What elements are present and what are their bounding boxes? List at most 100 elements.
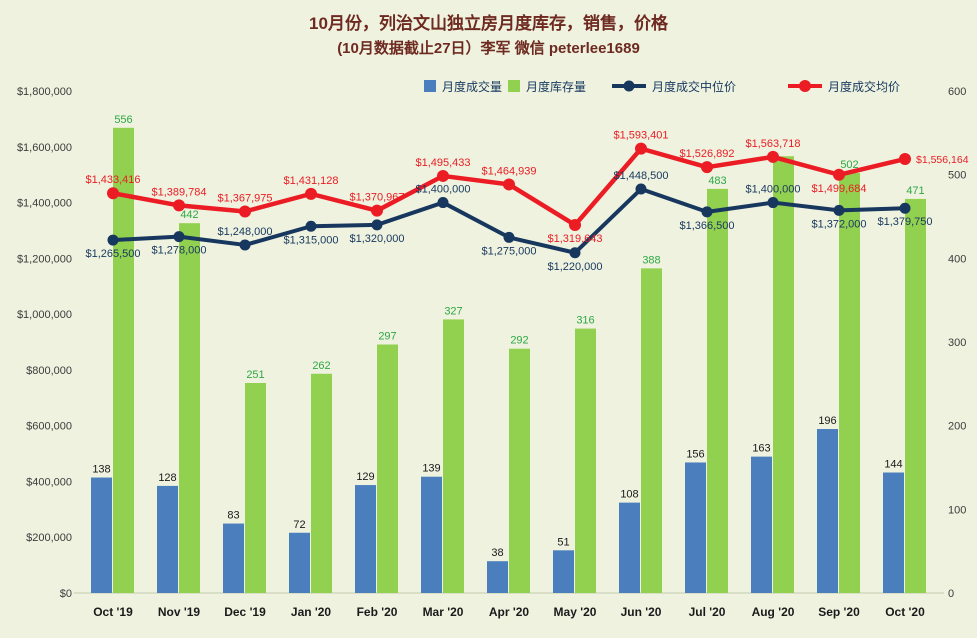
inventory-bar — [245, 382, 266, 593]
x-tick: Jul '20 — [689, 605, 726, 619]
average-price-label: $1,464,939 — [481, 165, 536, 177]
average-price-marker — [503, 178, 515, 191]
average-price-marker — [371, 204, 383, 217]
sales-bar — [817, 429, 838, 593]
inventory-bar-label: 262 — [312, 360, 330, 372]
sales-bar-label: 163 — [752, 443, 770, 455]
chart-subtitle: (10月数据截止27日）李军 微信 peterlee1689 — [337, 40, 640, 57]
sales-bar-label: 72 — [293, 519, 305, 531]
x-tick: Aug '20 — [752, 605, 795, 619]
average-price-marker — [767, 150, 779, 163]
y-right-tick: 100 — [948, 504, 966, 516]
sales-bar — [157, 485, 178, 593]
sales-bar-label: 196 — [818, 415, 836, 427]
y-left-tick: $1,600,000 — [17, 142, 72, 154]
average-price-marker — [173, 199, 185, 212]
inventory-bar — [113, 127, 134, 594]
median-price-marker — [503, 231, 515, 243]
inventory-bar — [773, 156, 794, 593]
inventory-bar — [377, 344, 398, 593]
legend-marker-median — [623, 80, 635, 92]
sales-bar — [91, 477, 112, 593]
sales-bar — [685, 462, 706, 593]
sales-bar-label: 108 — [620, 489, 638, 501]
sales-bar-label: 38 — [491, 547, 503, 559]
x-tick: May '20 — [554, 605, 597, 619]
inventory-bar-label: 556 — [114, 114, 132, 126]
legend-label-median: 月度成交中位价 — [652, 79, 736, 94]
median-price-marker — [437, 197, 449, 209]
median-price-marker — [173, 231, 185, 243]
y-right-tick: 600 — [948, 86, 966, 98]
median-price-marker — [701, 206, 713, 218]
sales-bar-label: 156 — [686, 448, 704, 460]
inventory-bar — [443, 319, 464, 593]
sales-bar — [619, 502, 640, 593]
median-price-label: $1,400,000 — [745, 184, 800, 196]
median-price-marker — [239, 239, 251, 251]
median-price-marker — [899, 202, 911, 214]
legend-label-sales: 月度成交量 — [442, 79, 502, 94]
average-price-label: $1,389,784 — [151, 186, 206, 198]
average-price-marker — [305, 187, 317, 200]
inventory-bar-label: 251 — [246, 369, 264, 381]
median-price-label: $1,448,500 — [613, 170, 668, 182]
sales-bar — [223, 523, 244, 593]
x-tick: Jan '20 — [291, 605, 332, 619]
chart-title: 10月份，列治文山独立房月度库存，销售，价格 — [309, 14, 668, 33]
x-tick: Dec '19 — [224, 605, 266, 619]
sales-bar-label: 144 — [884, 459, 902, 471]
inventory-bar — [311, 373, 332, 593]
inventory-bar — [905, 198, 926, 593]
median-price-label: $1,379,750 — [877, 216, 932, 228]
x-tick: Oct '20 — [885, 605, 925, 619]
inventory-bar — [509, 348, 530, 593]
average-price-label: $1,367,975 — [217, 192, 272, 204]
x-tick: Sep '20 — [818, 605, 860, 619]
average-price-marker — [899, 153, 911, 166]
legend-swatch-sales — [424, 80, 436, 92]
average-price-label: $1,526,892 — [679, 148, 734, 160]
inventory-bar-label: 471 — [906, 185, 924, 197]
inventory-bar-label: 483 — [708, 175, 726, 187]
sales-bar-label: 138 — [92, 464, 110, 476]
inventory-bar — [839, 172, 860, 593]
average-price-label: $1,499,684 — [811, 183, 866, 195]
sales-bar — [355, 485, 376, 593]
sales-bar — [289, 532, 310, 593]
y-right-tick: 500 — [948, 170, 966, 182]
y-left-tick: $200,000 — [26, 532, 72, 544]
inventory-bar-label: 442 — [180, 209, 198, 221]
sales-bar-label: 128 — [158, 472, 176, 484]
average-price-label: $1,495,433 — [415, 157, 470, 169]
inventory-bar-label: 316 — [576, 315, 594, 327]
y-right-tick: 400 — [948, 253, 966, 265]
x-tick: Jun '20 — [621, 605, 662, 619]
median-price-label: $1,372,000 — [811, 218, 866, 230]
average-price-marker — [635, 142, 647, 155]
sales-bar-label: 83 — [227, 510, 239, 522]
chart-header: 10月份，列治文山独立房月度库存，销售，价格 (10月数据截止27日）李军 微信… — [0, 0, 977, 78]
inventory-bar-label: 388 — [642, 254, 660, 266]
sales-bar — [751, 456, 772, 593]
sales-bar-label: 51 — [557, 536, 569, 548]
average-price-marker — [701, 161, 713, 174]
inventory-bar — [575, 328, 596, 593]
sales-bar — [883, 472, 904, 593]
median-price-label: $1,278,000 — [151, 245, 206, 257]
y-left-tick: $0 — [60, 588, 72, 600]
median-price-label: $1,220,000 — [547, 261, 602, 273]
sales-bar — [487, 561, 508, 593]
y-right-tick: 200 — [948, 421, 966, 433]
inventory-bar — [707, 188, 728, 593]
sales-bar — [421, 476, 442, 593]
median-price-marker — [767, 197, 779, 209]
y-left-tick: $1,000,000 — [17, 309, 72, 321]
average-price-marker — [437, 169, 449, 182]
inventory-bar-label: 292 — [510, 335, 528, 347]
median-price-marker — [635, 183, 647, 195]
sales-bar-label: 129 — [356, 471, 374, 483]
average-price-label: $1,556,164 — [916, 154, 969, 166]
average-price-label: $1,431,128 — [283, 175, 338, 187]
